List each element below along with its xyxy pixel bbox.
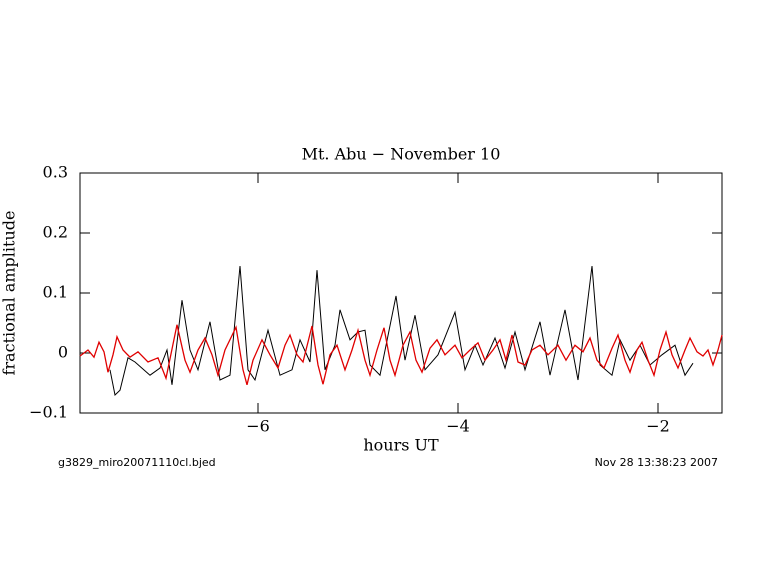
y-tick-label: 0.1	[43, 283, 68, 302]
y-tick-label: 0	[58, 343, 68, 362]
data-line	[79, 324, 723, 385]
y-axis-label: fractional amplitude	[0, 211, 19, 376]
y-tick-label: 0.2	[43, 223, 68, 242]
x-tick-label: −4	[446, 417, 470, 436]
file-label: g3829_miro20071110cl.bjed	[58, 456, 216, 469]
x-tick-label: −6	[246, 417, 270, 436]
chart-title: Mt. Abu − November 10	[302, 145, 501, 164]
plot-frame	[79, 172, 723, 414]
x-axis-label: hours UT	[363, 436, 439, 455]
x-tick-label: −2	[646, 417, 670, 436]
y-tick-label: −0.1	[29, 403, 68, 422]
date-label: Nov 28 13:38:23 2007	[595, 456, 718, 469]
data-line	[109, 265, 694, 396]
y-tick-label: 0.3	[43, 163, 68, 182]
